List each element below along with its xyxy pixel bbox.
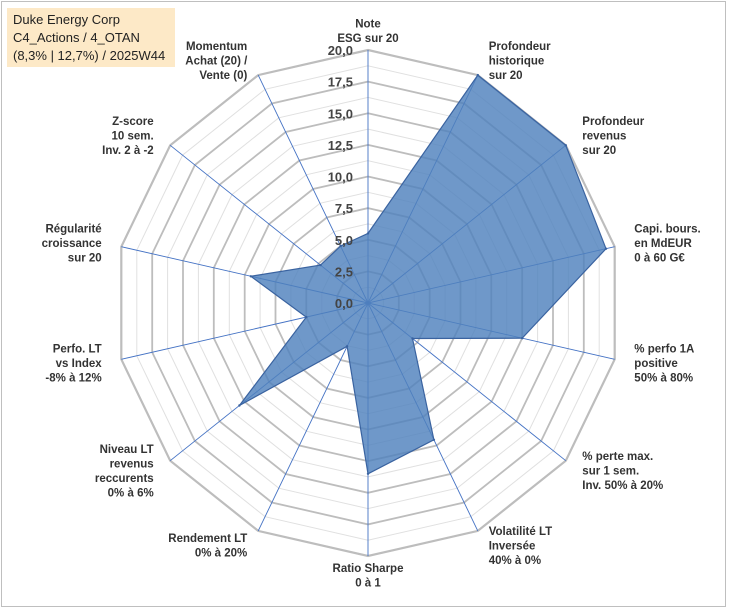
- tick-label: 12,5: [328, 138, 353, 153]
- data-point: [319, 263, 322, 267]
- series-area: [238, 74, 607, 475]
- data-point: [345, 345, 349, 348]
- axis-label: Inversée: [489, 540, 536, 552]
- data-point: [238, 404, 241, 407]
- radar-axis-labels: Note ESG sur 20 Profondeur historique sur 20…: [42, 19, 701, 590]
- tick-label: 17,5: [328, 75, 353, 90]
- tick-label: 2,5: [335, 264, 353, 279]
- radar-tick-labels: 0,0 2,5 5,0 7,5 10,0 12,5 15,0 17,5 20,0: [328, 43, 353, 311]
- axis-label: vs Index: [56, 358, 103, 370]
- tick-label: 0,0: [335, 296, 353, 311]
- data-point: [366, 232, 370, 235]
- axis-label: sur 20: [68, 253, 102, 265]
- data-point: [604, 247, 608, 250]
- axis-label: sur 20: [489, 70, 523, 82]
- axis-label: Perfo. LT: [53, 343, 102, 355]
- tick-label: 20,0: [328, 43, 353, 58]
- axis-label: 0% à 20%: [195, 548, 247, 560]
- axis-label: 0 à 1: [355, 578, 381, 590]
- title-stats: (8,3% | 12,7%) / 2025W44: [13, 48, 166, 63]
- data-point: [432, 438, 436, 441]
- chart-title-box: Duke Energy Corp C4_Actions / 4_OTAN (8,…: [7, 8, 175, 67]
- data-point: [476, 73, 479, 77]
- axis-label: sur 20: [582, 145, 616, 157]
- data-point: [521, 337, 524, 340]
- title-company: Duke Energy Corp: [13, 12, 120, 27]
- axis-label: positive: [634, 358, 677, 370]
- axis-label: 40% à 0%: [489, 555, 541, 567]
- axis-label: 50% à 80%: [634, 372, 693, 384]
- axis-label: Momentum: [186, 41, 247, 53]
- axis-label: Note: [355, 19, 381, 31]
- axis-label: Volatilité LT: [489, 526, 552, 538]
- data-point: [564, 144, 567, 147]
- data-point: [305, 315, 308, 319]
- axis-label: Rendement LT: [168, 533, 247, 545]
- axis-label: Inv. 50% à 20%: [582, 480, 663, 492]
- axis-label: Profondeur: [582, 116, 644, 128]
- axis-label: Achat (20) /: [185, 56, 248, 68]
- tick-label: 15,0: [328, 106, 353, 121]
- axis-label: Ratio Sharpe: [333, 563, 404, 575]
- axis-label: reccurents: [95, 473, 154, 485]
- data-point: [411, 337, 414, 340]
- axis-label: Profondeur: [489, 41, 551, 53]
- axis-label: % perte max.: [582, 451, 653, 463]
- axis-label: Inv. 2 à -2: [102, 145, 154, 157]
- axis-label: revenus: [582, 130, 626, 142]
- axis-label: Niveau LT: [100, 444, 154, 456]
- axis-label: en MdEUR: [634, 238, 692, 250]
- tick-label: 5,0: [335, 233, 353, 248]
- title-category: C4_Actions / 4_OTAN: [13, 30, 140, 45]
- axis-label: ESG sur 20: [337, 33, 398, 45]
- data-point: [339, 244, 342, 248]
- data-point: [249, 275, 252, 278]
- axis-label: -8% à 12%: [45, 372, 101, 384]
- tick-label: 10,0: [328, 170, 353, 185]
- axis-label: revenus: [110, 459, 154, 471]
- axis-label: Z-score: [112, 116, 154, 128]
- axis-label: Capi. bours.: [634, 224, 700, 236]
- axis-label: sur 1 sem.: [582, 466, 639, 478]
- axis-label: croissance: [42, 238, 102, 250]
- axis-label: Régularité: [45, 224, 101, 236]
- axis-label: 0% à 6%: [108, 488, 154, 500]
- axis-label: 10 sem.: [111, 130, 153, 142]
- tick-label: 7,5: [335, 201, 353, 216]
- axis-label: % perfo 1A: [634, 343, 694, 355]
- radar-series: [238, 73, 608, 475]
- axis-label: historique: [489, 56, 545, 68]
- axis-label: 0 à 60 G€: [634, 253, 685, 265]
- axis-label: Vente (0): [199, 70, 247, 82]
- data-point: [366, 472, 370, 475]
